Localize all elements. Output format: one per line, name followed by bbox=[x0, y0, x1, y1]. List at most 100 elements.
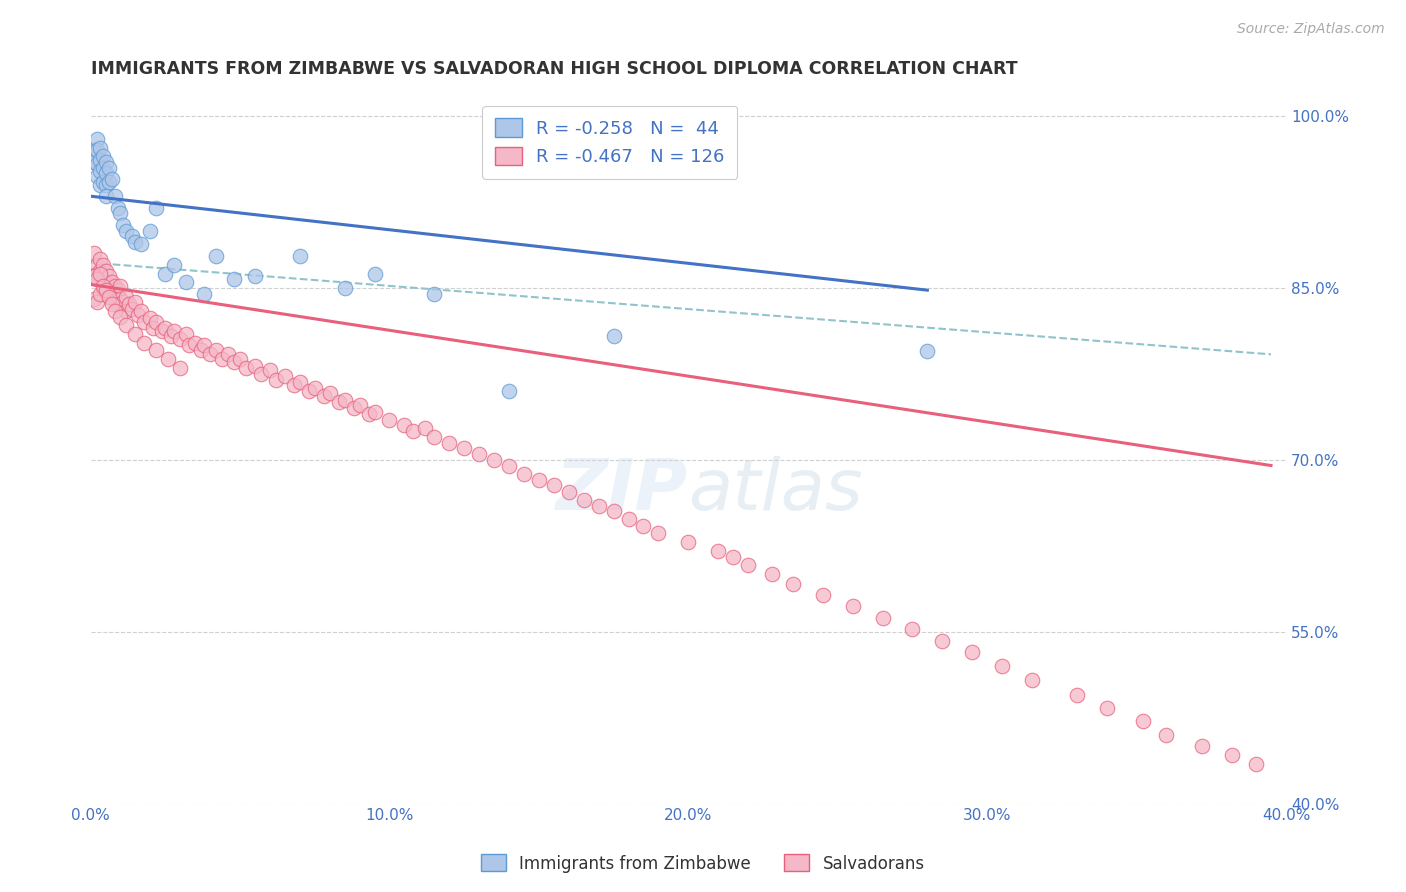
Point bbox=[94, 154, 117, 169]
Text: atlas: atlas bbox=[689, 457, 863, 525]
Point bbox=[83, 154, 105, 169]
Point bbox=[811, 588, 834, 602]
Point bbox=[107, 283, 129, 297]
Text: ZIP: ZIP bbox=[555, 457, 689, 525]
Point bbox=[97, 176, 120, 190]
Point bbox=[1021, 673, 1043, 687]
Point bbox=[402, 424, 425, 438]
Point bbox=[737, 558, 759, 573]
Point bbox=[150, 325, 173, 339]
Point bbox=[89, 178, 111, 192]
Point bbox=[134, 315, 156, 329]
Legend: R = -0.258   N =  44, R = -0.467   N = 126: R = -0.258 N = 44, R = -0.467 N = 126 bbox=[482, 105, 737, 178]
Point bbox=[1220, 748, 1243, 763]
Text: Source: ZipAtlas.com: Source: ZipAtlas.com bbox=[1237, 22, 1385, 37]
Point bbox=[439, 435, 461, 450]
Point bbox=[205, 343, 228, 357]
Point bbox=[527, 474, 550, 488]
Point bbox=[1066, 688, 1088, 702]
Point bbox=[647, 526, 669, 541]
Point bbox=[86, 258, 108, 272]
Point bbox=[142, 321, 165, 335]
Point bbox=[468, 447, 491, 461]
Point bbox=[134, 335, 156, 350]
Point bbox=[86, 169, 108, 183]
Point bbox=[163, 325, 186, 339]
Point bbox=[124, 294, 146, 309]
Point bbox=[917, 343, 939, 358]
Point bbox=[131, 303, 153, 318]
Point bbox=[86, 157, 108, 171]
Point bbox=[413, 420, 436, 434]
Point bbox=[94, 286, 117, 301]
Point bbox=[1156, 728, 1178, 742]
Point bbox=[342, 401, 364, 416]
Point bbox=[363, 404, 385, 418]
Point bbox=[235, 361, 257, 376]
Point bbox=[91, 283, 114, 297]
Point bbox=[83, 246, 105, 260]
Point bbox=[1095, 701, 1118, 715]
Point bbox=[107, 297, 129, 311]
Point bbox=[363, 267, 385, 281]
Point bbox=[1132, 714, 1154, 728]
Point bbox=[872, 611, 894, 625]
Point bbox=[115, 223, 138, 237]
Point bbox=[707, 544, 730, 558]
Point bbox=[91, 258, 114, 272]
Point bbox=[112, 218, 135, 232]
Point bbox=[453, 442, 475, 456]
Legend: Immigrants from Zimbabwe, Salvadorans: Immigrants from Zimbabwe, Salvadorans bbox=[474, 847, 932, 880]
Point bbox=[782, 576, 804, 591]
Text: IMMIGRANTS FROM ZIMBABWE VS SALVADORAN HIGH SCHOOL DIPLOMA CORRELATION CHART: IMMIGRANTS FROM ZIMBABWE VS SALVADORAN H… bbox=[90, 60, 1017, 78]
Point bbox=[91, 149, 114, 163]
Point bbox=[94, 166, 117, 180]
Point bbox=[498, 458, 520, 473]
Point bbox=[139, 310, 162, 325]
Point bbox=[91, 278, 114, 293]
Point bbox=[169, 361, 191, 376]
Point bbox=[110, 278, 132, 293]
Point bbox=[543, 478, 565, 492]
Point bbox=[163, 258, 186, 272]
Point bbox=[179, 338, 201, 352]
Point bbox=[115, 318, 138, 332]
Point bbox=[190, 343, 212, 357]
Point bbox=[229, 351, 252, 366]
Point bbox=[423, 286, 446, 301]
Point bbox=[94, 283, 117, 297]
Point bbox=[145, 343, 167, 357]
Point bbox=[97, 290, 120, 304]
Point bbox=[86, 132, 108, 146]
Point bbox=[94, 178, 117, 192]
Point bbox=[110, 293, 132, 307]
Point bbox=[145, 315, 167, 329]
Point bbox=[901, 623, 924, 637]
Point bbox=[124, 326, 146, 341]
Point bbox=[121, 301, 143, 316]
Point bbox=[103, 278, 125, 293]
Point bbox=[91, 161, 114, 175]
Point bbox=[89, 286, 111, 301]
Point bbox=[103, 189, 125, 203]
Point bbox=[86, 294, 108, 309]
Point bbox=[312, 389, 335, 403]
Point bbox=[103, 293, 125, 307]
Point bbox=[349, 398, 371, 412]
Point bbox=[89, 141, 111, 155]
Point bbox=[115, 303, 138, 318]
Point bbox=[121, 229, 143, 244]
Point bbox=[222, 271, 245, 285]
Point bbox=[588, 499, 610, 513]
Point bbox=[91, 176, 114, 190]
Point bbox=[328, 395, 350, 409]
Point bbox=[617, 512, 640, 526]
Point bbox=[89, 153, 111, 167]
Point bbox=[139, 223, 162, 237]
Point bbox=[86, 144, 108, 158]
Point bbox=[198, 347, 221, 361]
Point bbox=[602, 329, 624, 343]
Point bbox=[1244, 756, 1267, 771]
Point bbox=[333, 393, 356, 408]
Point bbox=[274, 369, 297, 384]
